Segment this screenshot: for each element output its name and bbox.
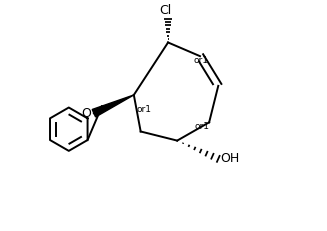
Text: OH: OH xyxy=(220,152,239,165)
Text: O: O xyxy=(81,107,91,120)
Text: or1: or1 xyxy=(194,56,209,65)
Text: or1: or1 xyxy=(136,105,151,114)
Polygon shape xyxy=(92,95,134,117)
Text: or1: or1 xyxy=(195,122,210,131)
Text: Cl: Cl xyxy=(160,4,172,17)
